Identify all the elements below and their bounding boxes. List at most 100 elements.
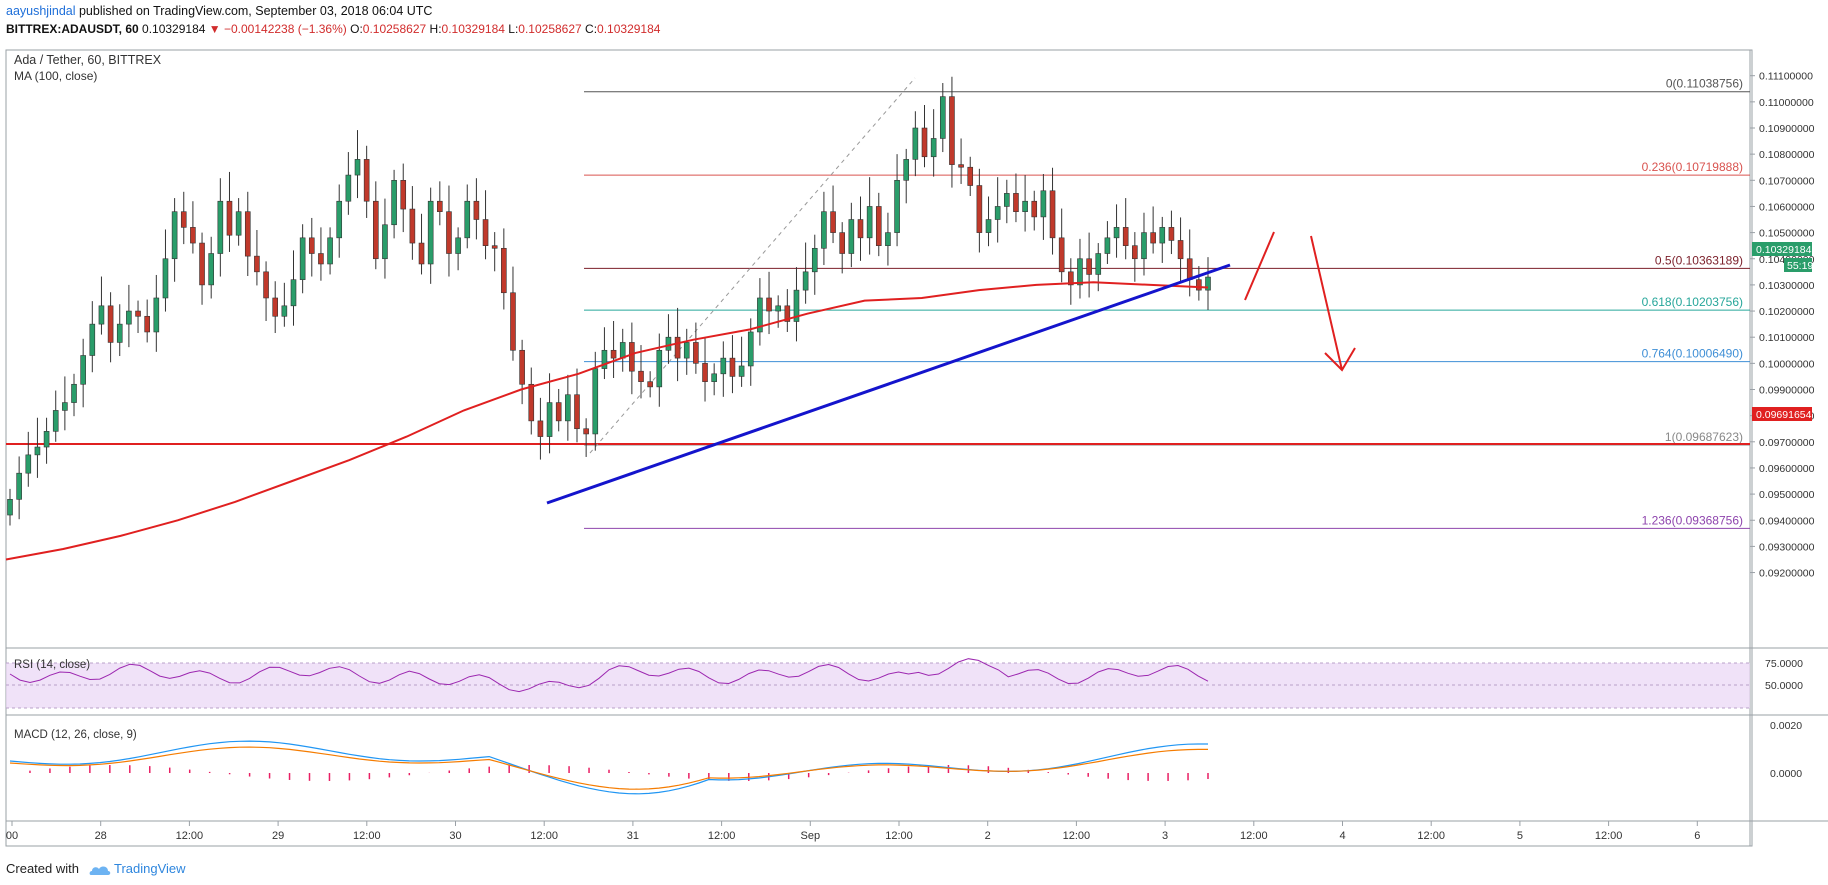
- candle-body: [199, 242, 205, 286]
- candle-body: [427, 200, 434, 265]
- candle-body: [619, 342, 626, 359]
- candle: [235, 198, 242, 246]
- candle: [821, 191, 827, 266]
- y-tick-label: 0.10200000: [1759, 306, 1815, 318]
- fib-level-label: 1.236(0.09368756): [1642, 513, 1743, 527]
- tradingview-cloud-icon: [89, 866, 110, 875]
- candle-body: [1095, 253, 1102, 275]
- candle: [537, 397, 544, 460]
- x-tick-label: 00: [6, 830, 18, 842]
- candle: [1150, 206, 1156, 254]
- created-with-text: Created with: [6, 861, 79, 876]
- macd-tick-0020: 0.0020: [1770, 720, 1802, 732]
- candle: [930, 109, 937, 177]
- y-tick-label: 0.10600000: [1759, 201, 1815, 213]
- candle-body: [793, 289, 800, 322]
- candle: [190, 201, 196, 254]
- high-value: 0.10329184: [441, 22, 505, 36]
- candle-body: [391, 180, 397, 226]
- candle: [180, 191, 187, 245]
- macd-label: MACD (12, 26, close, 9): [14, 729, 137, 741]
- fib-level-label: 0.618(0.10203756): [1642, 295, 1743, 309]
- candle-body: [958, 164, 964, 168]
- candle-body: [1122, 227, 1129, 246]
- candle: [912, 111, 919, 177]
- candle: [299, 224, 306, 294]
- candle-body: [89, 323, 96, 356]
- candle: [171, 198, 178, 282]
- y-tick-label: 0.09400000: [1759, 515, 1815, 527]
- tradingview-brand[interactable]: TradingView: [114, 861, 186, 876]
- candle: [427, 187, 434, 284]
- candle: [71, 373, 77, 417]
- y-tick-label: 0.10900000: [1759, 123, 1815, 135]
- candle-body: [747, 331, 754, 367]
- candle: [1141, 212, 1147, 276]
- candle: [208, 236, 214, 299]
- candle: [473, 178, 480, 240]
- candle: [464, 184, 471, 249]
- candle: [921, 104, 928, 168]
- candle: [610, 320, 617, 378]
- candle: [665, 314, 672, 364]
- candle-body: [1141, 232, 1147, 260]
- candle-body: [327, 237, 333, 265]
- candle-body: [839, 232, 845, 254]
- ohlc-line: BITTREX:ADAUSDT, 60 0.10329184 ▼ −0.0014…: [6, 22, 660, 36]
- candle: [43, 417, 50, 464]
- candle-body: [546, 402, 553, 437]
- candle: [281, 282, 288, 327]
- candle-body: [683, 342, 690, 359]
- candle: [1031, 190, 1038, 231]
- candle: [601, 327, 608, 380]
- candle-body: [528, 383, 535, 422]
- candle: [1058, 208, 1065, 283]
- candle-body: [1205, 276, 1211, 291]
- candle-body: [254, 255, 260, 273]
- candle: [848, 202, 855, 268]
- y-tick-label: 0.09500000: [1759, 489, 1815, 501]
- candle-body: [501, 247, 507, 294]
- candle-body: [107, 305, 114, 343]
- candle-body: [180, 211, 187, 228]
- candle: [217, 178, 224, 277]
- candle: [89, 301, 96, 373]
- rsi-label: RSI (14, close): [14, 659, 90, 671]
- x-tick-label: 12:00: [1240, 830, 1268, 842]
- candle: [702, 337, 708, 402]
- candle: [757, 278, 763, 346]
- candle-body: [235, 211, 242, 236]
- support-price-tag-bg: [1752, 407, 1812, 421]
- chart-title: Ada / Tether, 60, BITTREX: [14, 53, 162, 67]
- open-value: 0.10258627: [362, 22, 427, 36]
- chart-frame: [5, 49, 1828, 847]
- candle-body: [519, 349, 525, 385]
- candle-body: [34, 446, 41, 456]
- candle: [1022, 175, 1028, 232]
- candle: [52, 390, 59, 442]
- candle: [116, 304, 123, 357]
- candle: [555, 388, 562, 432]
- candle-body: [1168, 227, 1175, 241]
- candle: [409, 186, 416, 260]
- candle: [546, 373, 553, 454]
- price-chart[interactable]: 0(0.11038756) 0.236(0.10719888) 0.5(0.1036…: [0, 38, 1828, 855]
- x-tick-label: 28: [95, 830, 107, 842]
- candle-body: [903, 159, 910, 181]
- candle-body: [7, 499, 13, 516]
- candle: [693, 322, 699, 374]
- candle: [1040, 174, 1047, 240]
- candle: [976, 168, 983, 253]
- x-tick-label: 12:00: [708, 830, 736, 842]
- candle-body: [711, 373, 717, 382]
- signal-polyline: [9, 746, 1208, 790]
- author-link[interactable]: aayushjindal: [6, 4, 76, 18]
- candle-body: [702, 363, 708, 382]
- candle: [126, 284, 132, 348]
- candle-body: [1150, 232, 1156, 244]
- candle: [135, 300, 141, 334]
- candle: [729, 335, 736, 394]
- candle: [683, 328, 690, 375]
- ascending-trendline[interactable]: [546, 263, 1231, 505]
- candle-body: [363, 159, 370, 202]
